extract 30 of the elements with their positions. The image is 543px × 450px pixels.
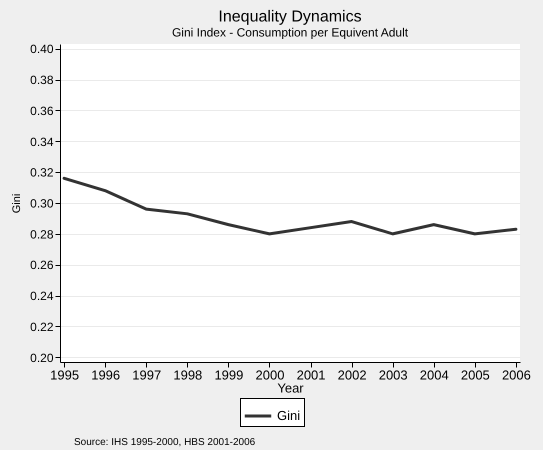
y-tick-label: 0.30 (30, 196, 54, 210)
chart-title: Inequality Dynamics (218, 8, 362, 26)
x-tick-label: 2003 (378, 368, 408, 382)
x-tick-label: 2002 (338, 368, 367, 382)
x-tick-label: 2000 (256, 368, 284, 382)
y-tick-label: 0.32 (30, 166, 54, 180)
y-tick-label: 0.20 (30, 350, 54, 365)
y-tick-label: 0.28 (30, 227, 54, 242)
y-tick-label: 0.36 (30, 104, 54, 118)
y-tick-label: 0.38 (30, 73, 54, 88)
source-note: Source: IHS 1995-2000, HBS 2001-2006 (74, 437, 256, 448)
legend-label: Gini (277, 408, 300, 423)
x-tick-label: 2006 (502, 368, 531, 382)
chart-subtitle: Gini Index - Consumption per Equivent Adult (172, 26, 409, 40)
y-tick-label: 0.34 (30, 134, 54, 149)
x-tick-label: 2001 (296, 368, 326, 382)
x-tick-label: 1999 (214, 368, 244, 382)
x-tick-label: 1996 (91, 368, 120, 382)
y-tick-label: 0.22 (30, 320, 54, 334)
x-tick-label: 2004 (420, 368, 449, 382)
x-tick-label: 2005 (460, 368, 490, 382)
x-tick-label: 1995 (50, 368, 80, 382)
y-axis-title: Gini (11, 194, 24, 214)
x-tick-label: 1997 (132, 368, 162, 382)
y-tick-label: 0.40 (30, 42, 54, 56)
x-tick-label: 1998 (173, 368, 202, 382)
line-series (62, 176, 518, 236)
y-tick-label: 0.26 (30, 258, 54, 272)
y-tick-label: 0.24 (30, 289, 54, 304)
x-axis-title: Year (277, 380, 304, 396)
